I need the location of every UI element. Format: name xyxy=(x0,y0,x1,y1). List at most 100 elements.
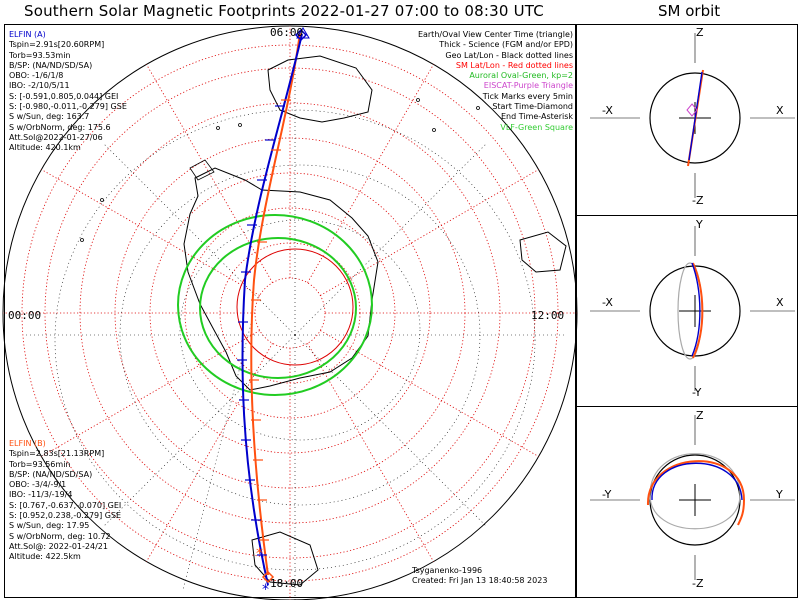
elfin-a-line: IBO: -2/10/5/11 xyxy=(9,81,70,91)
sm-lat-circle xyxy=(254,277,326,349)
map-frame xyxy=(4,24,576,598)
elfin-b-line: IBO: -11/3/-19/4 xyxy=(9,490,73,500)
island xyxy=(216,126,220,130)
peninsula-coast xyxy=(189,159,215,181)
sm1-bottom-label: -Z xyxy=(692,194,704,207)
legend: Earth/Oval View Center Time (triangle) T… xyxy=(418,30,573,133)
elfin-a-line: Altitude: 420.1km xyxy=(9,143,81,153)
elfin-a-line: Att.Sol@2022-01-27/06 xyxy=(9,132,103,142)
sm2-elfin-b-orbit xyxy=(692,262,704,359)
sm-meridian xyxy=(41,330,260,457)
elfin-b-line: Altitude: 422.5km xyxy=(9,552,81,562)
sm-lat-circle xyxy=(44,67,536,559)
legend-item: Geo Lat/Lon - Black dotted lines xyxy=(445,50,573,60)
elfin-b-line: S: [0.952,0.238,-0.279] GSE xyxy=(9,511,122,521)
sm-orbit-title: SM orbit xyxy=(658,2,721,20)
polar-map: ** xyxy=(2,25,578,600)
sm1-right-label: X xyxy=(776,104,784,117)
auroral-oval-outer xyxy=(177,214,373,396)
elfin-a-line: S w/OrbNorm, deg: 175.6 xyxy=(9,122,111,132)
elfin-b-start-diamond xyxy=(261,570,275,584)
legend-item: VLF-Green Square xyxy=(500,122,573,132)
island xyxy=(416,98,420,102)
map-label-18: 18:00 xyxy=(270,577,304,590)
sm-lat-circle xyxy=(149,172,431,454)
elfin-b-line: Att.Sol@: 2022-01-24/21 xyxy=(9,541,108,551)
sm3-top-label: Z xyxy=(696,409,704,422)
sm1-top-label: Z xyxy=(696,26,704,39)
auroral-oval-inner xyxy=(199,237,357,379)
sm-lat-circle xyxy=(21,44,559,582)
elfin-b-track xyxy=(250,32,301,576)
geo-meridian xyxy=(294,334,487,527)
sm-meridian xyxy=(146,64,273,283)
elfin-b-line: B/SP: (NA/ND/SD/SA) xyxy=(9,469,93,479)
sm3-bottom-label: -Z xyxy=(692,577,704,590)
sm-lat-circle xyxy=(114,137,466,489)
sm2-right-label: X xyxy=(776,296,784,309)
sm1-elfin-a-orbit xyxy=(688,71,703,161)
australia-coast xyxy=(519,231,567,273)
elfin-b-line: Torb=93.56min xyxy=(9,459,71,469)
legend-item: EISCAT-Purple Triangle xyxy=(483,81,573,91)
sm2-top-label: Y xyxy=(696,218,703,231)
map-label-00: 00:00 xyxy=(8,309,42,322)
map-label-12: 12:00 xyxy=(531,309,565,322)
elfin-a-info: ELFIN (A) Tspin=2.91s[20.60RPM] Torb=93.… xyxy=(9,30,127,154)
elfin-a-header: ELFIN (A) xyxy=(9,30,46,39)
sm1-marker xyxy=(686,103,698,117)
geo-meridian xyxy=(294,143,487,336)
island xyxy=(100,198,104,202)
elfin-b-line: S: [0.767,-0.637,-0.070] GEI xyxy=(9,500,122,510)
sm-meridian xyxy=(41,169,260,296)
elfin-a-line: S w/Sun, deg: 163.7 xyxy=(9,112,90,122)
credit-created: Created: Fri Jan 13 18:40:58 2023 xyxy=(412,576,548,586)
island xyxy=(476,106,480,110)
sm-meridian xyxy=(320,169,539,296)
legend-item: SM Lat/Lon - Red dotted lines xyxy=(455,60,573,70)
page-title: Southern Solar Magnetic Footprints 2022-… xyxy=(24,2,544,20)
elfin-b-line: OBO: -3/4/-9/1 xyxy=(9,480,67,490)
island xyxy=(238,123,242,127)
legend-item: Tick Marks every 5min xyxy=(482,91,573,101)
sm2-left-label: -X xyxy=(602,296,613,309)
map-label-06: 06:00 xyxy=(270,26,304,39)
elfin-a-line: S: [-0.980,-0.011,-0.279] GSE xyxy=(9,102,127,112)
geo-lat-circle xyxy=(54,109,536,571)
elfin-b-info: ELFIN (B) Tspin=2.83s[21.13RPM] Torb=93.… xyxy=(9,439,121,563)
sm2-bottom-label: -Y xyxy=(692,386,702,399)
legend-item: Thick - Science (FGM and/or EPD) xyxy=(439,40,573,50)
elfin-b-line: S w/OrbNorm, deg: 10.72 xyxy=(9,531,111,541)
sm1-left-label: -X xyxy=(602,104,613,117)
sm-earth-circle xyxy=(649,72,741,164)
elfin-b-end-asterisk: * xyxy=(256,546,263,562)
elfin-b-line: Tspin=2.83s[21.13RPM] xyxy=(9,449,105,459)
south-america-coast xyxy=(267,55,373,123)
legend-item: End Time-Asterisk xyxy=(500,112,573,122)
sm-lat-circle xyxy=(184,207,396,419)
geo-meridian xyxy=(103,334,296,527)
sm3-elfin-b-orbit xyxy=(646,460,746,526)
elfin-a-line: OBO: -1/6/1/8 xyxy=(9,71,64,81)
view-center-triangle xyxy=(296,27,310,39)
credit-author: Tsyganenko-1996 xyxy=(412,566,483,575)
sm-meridian xyxy=(320,330,539,457)
legend-item: Earth/Oval View Center Time (triangle) xyxy=(417,30,573,39)
geo-meridian xyxy=(182,319,253,591)
sm-pole-circle xyxy=(236,248,354,366)
antarctica-coast xyxy=(183,167,379,391)
credit: Tsyganenko-1996 Created: Fri Jan 13 18:4… xyxy=(412,566,547,587)
elfin-a-line: Torb=93.53min xyxy=(9,50,71,60)
elfin-b-line: S w/Sun, deg: 17.95 xyxy=(9,521,90,531)
elfin-a-line: Tspin=2.91s[20.60RPM] xyxy=(9,40,105,50)
legend-item: Start Time-Diamond xyxy=(492,102,573,112)
sm3-elfin-a-orbit xyxy=(651,462,743,501)
sm2-elfin-a-orbit xyxy=(691,262,701,357)
sm3-right-label: Y xyxy=(776,488,783,501)
elfin-a-line: B/SP: (NA/ND/SD/SA) xyxy=(9,60,93,70)
sm-lat-circle xyxy=(79,102,501,524)
africa-coast xyxy=(251,531,319,586)
geo-meridian xyxy=(103,143,296,336)
elfin-b-header: ELFIN (B) xyxy=(9,439,46,448)
